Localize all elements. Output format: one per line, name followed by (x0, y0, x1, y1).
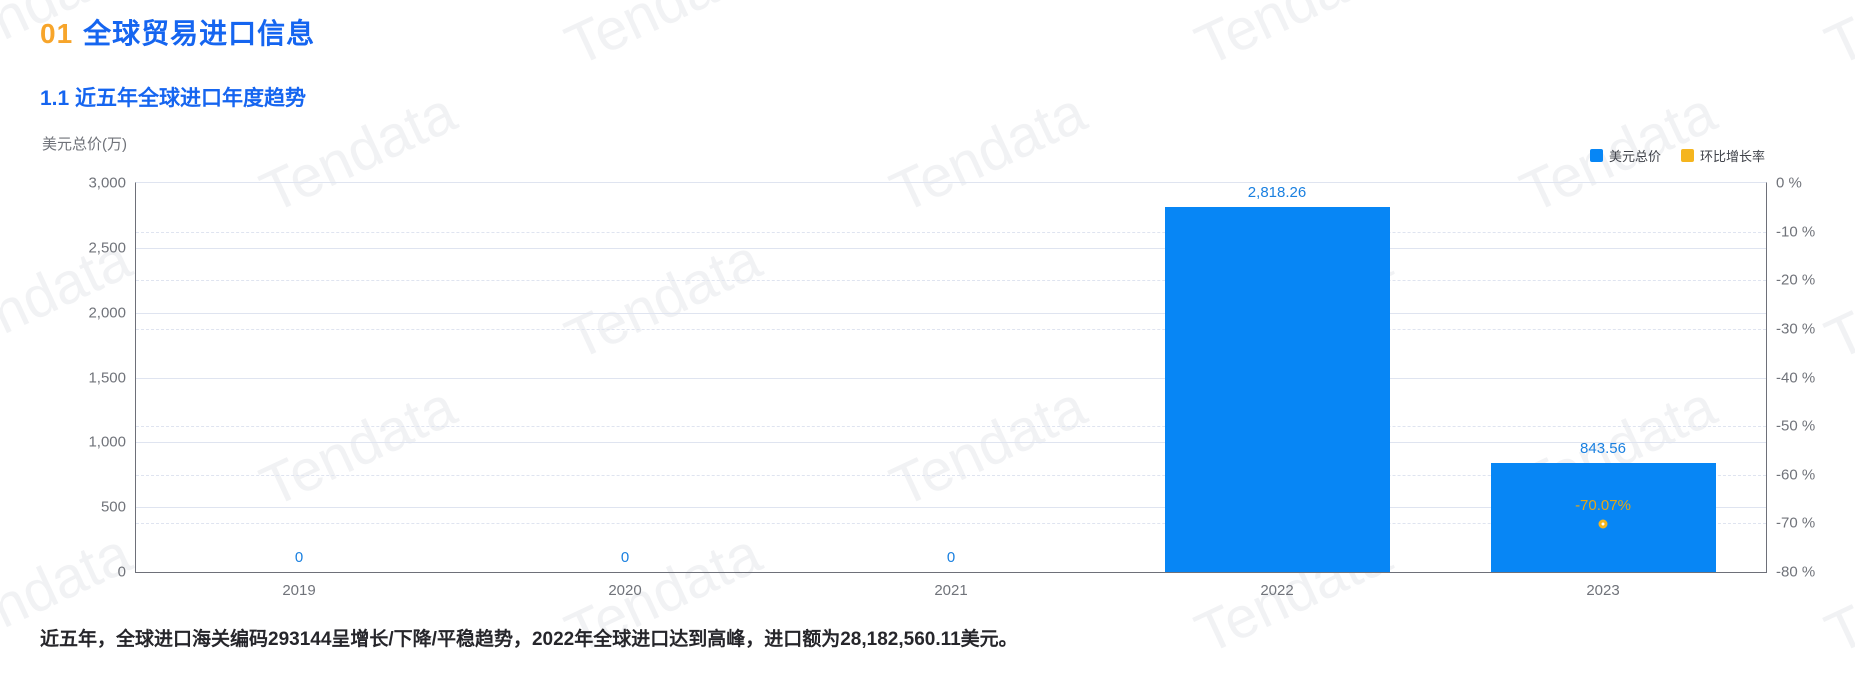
gridline (136, 426, 1766, 428)
legend-marker-icon (1680, 149, 1694, 162)
x-axis-label: 2022 (1260, 582, 1294, 599)
gridline (136, 312, 1766, 314)
right-axis-tick-label: -20 % (1776, 271, 1816, 289)
bar-value-label: 843.56 (1580, 439, 1626, 457)
right-axis-tick-label: -60 % (1776, 466, 1816, 484)
left-axis-tick-label: 2,500 (88, 239, 126, 257)
bar (1164, 206, 1390, 572)
section-number: 01 (40, 18, 74, 49)
gridline (136, 507, 1766, 509)
section-title: 全球贸易进口信息 (83, 18, 316, 49)
gridline (136, 377, 1766, 379)
gridline (136, 280, 1766, 282)
gridline (136, 474, 1766, 476)
legend-label: 环比增长率 (1699, 149, 1765, 164)
x-axis-label: 2019 (282, 582, 316, 599)
y-axis-name: 美元总价(万) (42, 136, 127, 153)
legend-marker-icon (1589, 149, 1603, 162)
chart-legend: 美元总价 环比增长率 (1589, 146, 1765, 165)
legend-item[interactable]: 美元总价 (1589, 146, 1661, 165)
bar-value-label: 0 (620, 549, 630, 566)
left-axis-tick-label: 3,000 (88, 174, 126, 192)
left-axis-tick-label: 1,000 (88, 433, 126, 451)
gridline (136, 442, 1766, 444)
right-axis-tick-label: -50 % (1776, 417, 1816, 435)
gridline (136, 523, 1766, 525)
plot-area: 0 500 1,000 1,500 2,000 2,500 3,000 0 % -10 % -20… (88, 175, 1815, 600)
growth-rate-label: -70.07% (1575, 496, 1631, 514)
left-axis-tick-label: 1,500 (88, 369, 126, 386)
legend-item[interactable]: 环比增长率 (1680, 146, 1765, 165)
right-axis-tick-label: -40 % (1776, 369, 1816, 386)
left-axis-tick-label: 500 (100, 498, 126, 516)
right-axis-tick-label: -80 % (1776, 563, 1816, 581)
gridline (136, 231, 1766, 233)
gridline (136, 328, 1766, 330)
x-axis-label: 2023 (1586, 582, 1620, 599)
x-axis-label: 2020 (608, 582, 642, 599)
bar (1490, 462, 1716, 572)
left-axis-tick-label: 2,000 (88, 304, 126, 322)
right-axis-tick-label: -70 % (1776, 514, 1816, 532)
bar-value-label: 0 (946, 549, 956, 566)
bar-value-label: 0 (294, 549, 304, 566)
bar-value-label: 2,818.26 (1247, 183, 1307, 201)
subsection-title: 1.1 近五年全球进口年度趋势 (40, 87, 307, 110)
right-axis-tick-label: 0 % (1776, 174, 1802, 192)
x-axis-label: 2021 (934, 582, 968, 599)
section-heading: 01 全球贸易进口信息 (40, 12, 315, 52)
growth-rate-point (1598, 519, 1608, 529)
right-axis-tick-label: -10 % (1776, 223, 1816, 241)
gridline (136, 247, 1766, 249)
summary-text: 近五年，全球进口海关编码293144呈增长/下降/平稳趋势，2022年全球进口达… (40, 629, 1018, 650)
left-axis-tick-label: 0 (117, 563, 126, 581)
right-axis-tick-label: -30 % (1776, 320, 1816, 338)
legend-label: 美元总价 (1608, 149, 1661, 164)
